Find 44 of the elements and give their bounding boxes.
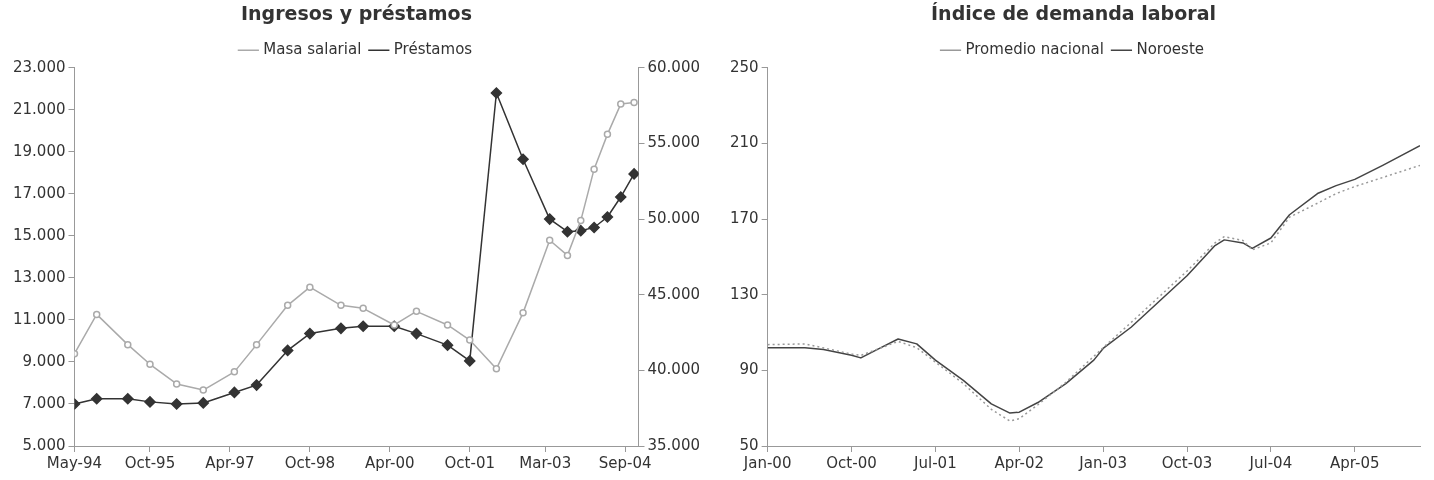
chart-title: Ingresos y préstamos — [241, 2, 472, 25]
legend-label: Préstamos — [393, 40, 473, 59]
y-tick-label: 250 — [729, 57, 759, 76]
x-tick-label: Mar-03 — [519, 453, 572, 472]
x-tick-label: Apr-02 — [994, 453, 1045, 472]
y-tick-label: 90 — [739, 360, 759, 379]
x-tick-label: Jul-04 — [1248, 453, 1293, 472]
y-tick-label: 15.000 — [12, 225, 66, 244]
x-tick-label: Oct-98 — [284, 453, 336, 472]
x-tick-label: Jan-00 — [742, 453, 792, 472]
x-tick-label: Jan-03 — [1078, 453, 1127, 472]
legend-label: Promedio nacional — [965, 40, 1104, 59]
y-tick-label: 17.000 — [12, 183, 66, 202]
y2-tick-label: 45.000 — [647, 284, 701, 303]
y-tick-label: 50 — [739, 435, 759, 454]
y-tick-label: 9.000 — [22, 351, 66, 370]
y-tick-label: 23.000 — [12, 57, 66, 76]
x-tick-label: Oct-03 — [1161, 453, 1213, 472]
x-tick-label: Jul-01 — [913, 453, 957, 472]
y2-tick-label: 50.000 — [647, 208, 701, 227]
y-tick-label: 170 — [729, 208, 759, 227]
x-tick-label: Apr-97 — [205, 453, 255, 472]
x-tick-label: Oct-01 — [444, 453, 495, 472]
legend-label: Noroeste — [1136, 40, 1205, 59]
y2-tick-label: 35.000 — [647, 435, 701, 454]
y-tick-label: 7.000 — [22, 393, 66, 412]
legend-label: Masa salarial — [263, 40, 362, 59]
y-tick-label: 5.000 — [22, 435, 66, 454]
chart-title: Índice de demanda laboral — [931, 2, 1216, 25]
y2-tick-label: 40.000 — [647, 360, 701, 379]
y-tick-label: 130 — [729, 284, 759, 303]
x-tick-label: Oct-00 — [826, 453, 877, 472]
y-tick-label: 13.000 — [12, 267, 66, 286]
x-tick-label: May-94 — [46, 453, 103, 472]
x-tick-label: Apr-05 — [1330, 453, 1380, 472]
y-tick-label: 19.000 — [12, 141, 66, 160]
y-tick-label: 11.000 — [12, 309, 66, 328]
y-tick-label: 210 — [729, 133, 759, 152]
x-tick-label: Oct-95 — [124, 453, 176, 472]
y-tick-label: 21.000 — [12, 99, 66, 118]
y2-tick-label: 60.000 — [647, 57, 701, 76]
x-tick-label: Sep-04 — [598, 453, 652, 472]
y2-tick-label: 55.000 — [647, 133, 701, 152]
x-tick-label: Apr-00 — [365, 453, 415, 472]
